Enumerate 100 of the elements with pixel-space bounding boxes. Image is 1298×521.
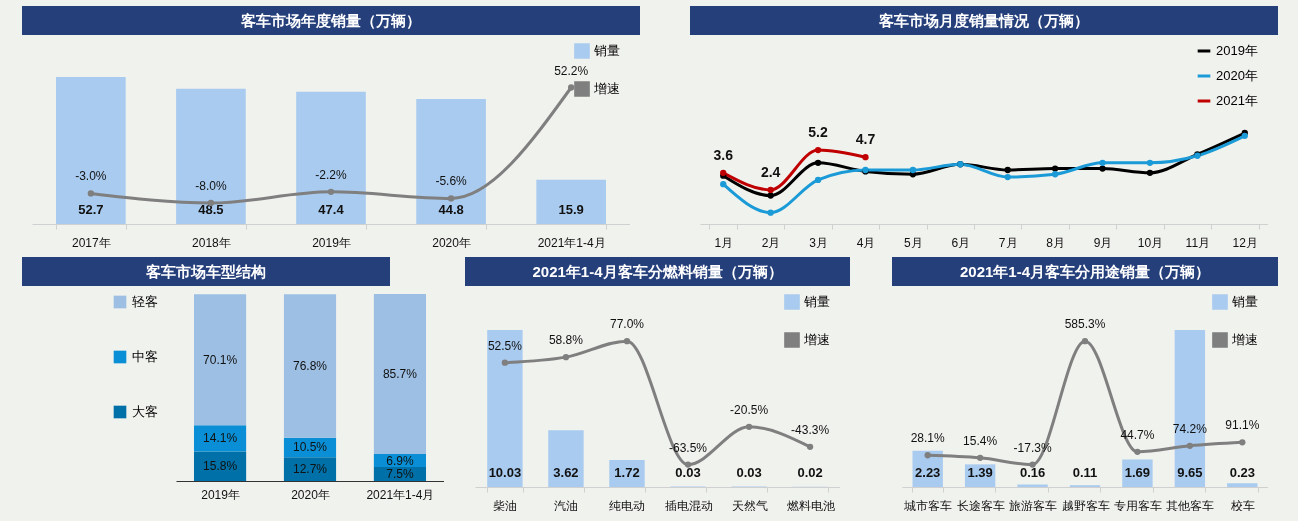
data-label: 0.23: [1229, 465, 1255, 480]
point: [1186, 442, 1194, 449]
point: [976, 454, 984, 462]
x-tick-label: 12月: [1232, 235, 1258, 250]
data-label: 585.3%: [1064, 317, 1106, 332]
x-tick-label: 4月: [856, 235, 876, 250]
legend-label: 轻客: [132, 294, 158, 309]
data-label: 15.4%: [963, 433, 998, 448]
data-label: 70.1%: [203, 352, 238, 367]
x-tick-label: 长途客车: [956, 498, 1005, 513]
data-label: 0.11: [1072, 465, 1098, 480]
data-label: 1.72: [614, 465, 640, 480]
point: [1146, 169, 1154, 176]
data-label: -17.3%: [1013, 440, 1052, 455]
point: [814, 176, 822, 184]
data-label: 4.7: [855, 131, 876, 148]
data-label: -2.2%: [315, 167, 347, 182]
x-tick-label: 5月: [904, 235, 923, 250]
x-tick-label: 2020年: [432, 235, 471, 250]
point: [1081, 337, 1089, 345]
x-tick-label: 6月: [951, 235, 971, 250]
x-tick-label: 1月: [714, 235, 734, 250]
point: [1004, 166, 1011, 174]
data-label: -63.5%: [669, 440, 708, 455]
data-label: 85.7%: [382, 367, 418, 382]
point: [623, 337, 631, 345]
data-label: -20.5%: [730, 402, 769, 417]
point: [1029, 461, 1036, 468]
data-label: 3.62: [553, 465, 579, 480]
bar: [416, 99, 486, 224]
point: [568, 84, 575, 91]
x-tick-label: 其他客车: [1166, 498, 1215, 513]
data-label: 1.69: [1124, 465, 1151, 480]
x-tick-label: 城市客车: [903, 498, 953, 513]
point: [87, 190, 94, 197]
data-label: 10.03: [488, 465, 522, 480]
x-tick-label: 燃料电池: [786, 498, 835, 513]
data-label: 44.7%: [1120, 427, 1155, 442]
legend-label: 2021年: [1216, 93, 1258, 108]
x-tick-label: 越野客车: [1061, 498, 1110, 513]
x-tick-label: 2020年: [291, 487, 330, 502]
bar: [56, 77, 126, 224]
data-label: 3.6: [713, 146, 734, 163]
x-tick-label: 3月: [809, 235, 828, 250]
x-tick-label: 2021年1-4月: [537, 235, 606, 250]
chart-title: 客车市场月度销量情况（万辆）: [690, 6, 1278, 35]
point: [1099, 165, 1106, 172]
data-label: 47.4: [318, 202, 345, 217]
point: [1239, 439, 1246, 446]
bar: [283, 294, 337, 438]
x-tick-label: 7月: [998, 235, 1018, 250]
point: [814, 159, 822, 167]
x-tick-label: 11月: [1185, 235, 1211, 250]
x-tick-label: 10月: [1137, 235, 1164, 250]
x-tick-label: 专用客车: [1113, 498, 1162, 513]
legend-label: 增速: [1231, 332, 1258, 347]
data-label: 6.9%: [386, 453, 414, 468]
data-label: 77.0%: [609, 317, 645, 332]
point: [862, 154, 869, 161]
x-tick-label: 旅游客车: [1009, 498, 1058, 513]
legend-label: 增速: [803, 332, 830, 347]
data-label: 15.8%: [203, 459, 238, 474]
data-label: -8.0%: [195, 179, 227, 193]
legend-label: 销量: [593, 43, 620, 58]
x-tick-label: 2021年1-4月: [366, 487, 435, 502]
bar: [548, 430, 584, 487]
legend-label: 2019年: [1216, 43, 1258, 58]
x-tick-label: 校车: [1229, 498, 1255, 513]
chart-title: 2021年1-4月客车分用途销量（万辆）: [892, 257, 1278, 286]
data-label: 74.2%: [1172, 421, 1208, 436]
x-tick-label: 2月: [761, 235, 781, 250]
data-label: 0.03: [736, 465, 762, 480]
point: [767, 192, 774, 199]
data-label: 52.5%: [487, 338, 523, 353]
data-label: 12.7%: [292, 462, 328, 477]
legend-label: 大客: [132, 404, 158, 419]
chart-title: 2021年1-4月客车分燃料销量（万辆）: [465, 257, 850, 286]
data-label: 10.5%: [292, 440, 328, 455]
data-label: -3.0%: [75, 169, 107, 184]
point: [909, 166, 917, 174]
x-tick-label: 9月: [1093, 235, 1113, 250]
x-tick-label: 2018年: [192, 235, 231, 250]
bar: [373, 294, 427, 455]
point: [767, 186, 774, 194]
legend-label: 2020年: [1216, 68, 1258, 83]
x-tick-label: 2017年: [71, 235, 111, 250]
point: [745, 423, 753, 430]
point: [720, 181, 727, 188]
data-label: 0.03: [675, 465, 701, 480]
point: [924, 452, 931, 459]
point: [1004, 173, 1011, 181]
x-tick-label: 2019年: [201, 487, 240, 502]
data-label: 0.02: [797, 465, 823, 480]
x-tick-label: 纯电动: [609, 498, 646, 513]
bar: [296, 91, 366, 224]
point: [684, 461, 692, 468]
data-label: 52.2%: [554, 63, 589, 78]
data-label: 2.4: [760, 163, 781, 180]
chart-title: 客车市场年度销量（万辆）: [22, 6, 640, 35]
bar: [1174, 329, 1206, 487]
